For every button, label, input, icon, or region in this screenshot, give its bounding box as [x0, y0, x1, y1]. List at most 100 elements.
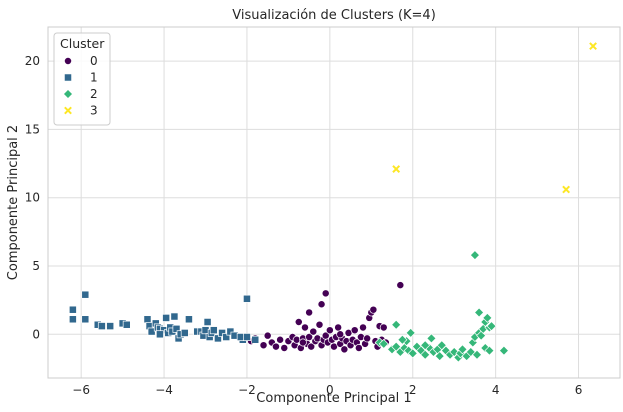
point-cluster-1 [162, 313, 171, 322]
point-cluster-1 [106, 322, 115, 331]
point-cluster-0 [317, 300, 326, 309]
legend-marker-0 [64, 57, 72, 65]
chart-title: Visualización de Clusters (K=4) [232, 8, 436, 23]
x-tick-label: 6 [575, 383, 583, 397]
y-tick-label: 20 [25, 54, 40, 68]
legend-items: 0 1 2 3 [63, 54, 98, 118]
point-cluster-0 [354, 344, 363, 352]
point-cluster-0 [301, 323, 309, 332]
point-cluster-3 [392, 165, 401, 173]
point-cluster-1 [122, 320, 131, 329]
legend-box [53, 32, 111, 126]
legend-marker-1 [64, 73, 72, 82]
point-cluster-1 [243, 333, 251, 341]
point-cluster-0 [396, 281, 405, 290]
point-cluster-0 [359, 323, 367, 332]
point-cluster-2 [472, 349, 482, 360]
x-tick-label: 4 [492, 383, 500, 397]
point-cluster-0 [369, 305, 378, 314]
point-cluster-1 [147, 327, 156, 336]
point-cluster-2 [426, 333, 437, 344]
point-cluster-2 [391, 319, 402, 330]
legend-label: 1 [90, 71, 98, 85]
point-cluster-1 [251, 335, 260, 344]
point-cluster-2 [420, 349, 431, 360]
point-cluster-0 [309, 327, 318, 336]
point-cluster-0 [305, 308, 314, 317]
points [68, 42, 597, 363]
point-cluster-1 [226, 327, 235, 336]
point-cluster-0 [263, 331, 272, 340]
point-cluster-1 [213, 334, 222, 343]
legend-item-1: 1 [64, 71, 98, 85]
point-cluster-2 [420, 340, 431, 351]
y-tick-label: 10 [25, 191, 40, 205]
grid [48, 27, 620, 378]
point-cluster-3 [589, 42, 597, 51]
point-cluster-0 [307, 342, 316, 351]
legend-item-0: 0 [64, 54, 98, 68]
point-cluster-1 [97, 322, 106, 331]
legend-item-3: 3 [64, 104, 98, 118]
point-cluster-1 [180, 328, 189, 337]
point-cluster-0 [298, 338, 307, 347]
point-cluster-1 [81, 315, 90, 324]
point-cluster-1 [81, 290, 90, 299]
point-cluster-2 [457, 344, 468, 355]
legend-title: Cluster [60, 36, 105, 51]
point-cluster-0 [379, 323, 388, 332]
y-tick-label: 5 [32, 259, 40, 273]
point-cluster-2 [482, 312, 493, 323]
legend-label: 0 [90, 54, 98, 68]
point-cluster-0 [294, 318, 303, 326]
point-cluster-1 [172, 324, 181, 333]
point-cluster-1 [218, 328, 227, 337]
series-2 [374, 250, 509, 363]
y-tick-label: 0 [32, 327, 40, 341]
point-cluster-2 [469, 250, 480, 261]
x-tick-label: −2 [238, 383, 256, 397]
point-cluster-0 [280, 344, 289, 352]
x-tick-label: −4 [155, 383, 173, 397]
point-cluster-2 [397, 334, 408, 345]
point-cluster-0 [272, 342, 280, 351]
point-cluster-1 [170, 312, 179, 321]
point-cluster-1 [143, 315, 152, 324]
point-cluster-2 [407, 348, 418, 359]
point-cluster-2 [434, 351, 445, 362]
series-1 [68, 290, 260, 344]
point-cluster-0 [336, 330, 345, 339]
point-cluster-2 [474, 307, 485, 318]
x-tick-label: −6 [72, 383, 90, 397]
x-axis-label: Componente Principal 1 [256, 391, 411, 406]
y-axis-label: Componente Principal 2 [6, 125, 21, 280]
legend-marker-3 [64, 106, 72, 115]
point-cluster-2 [436, 340, 447, 351]
point-cluster-1 [209, 326, 218, 335]
point-cluster-1 [203, 318, 212, 326]
y-tick-label: 15 [25, 122, 40, 136]
point-cluster-1 [155, 330, 164, 339]
legend-label: 2 [90, 87, 98, 101]
series-3 [392, 42, 597, 194]
legend: Cluster 0 1 2 3 [53, 32, 111, 126]
point-cluster-0 [340, 345, 349, 354]
x-tick-label: 2 [409, 383, 417, 397]
point-cluster-1 [243, 294, 251, 303]
point-cluster-1 [222, 333, 231, 341]
plot-frame [47, 26, 621, 379]
point-cluster-0 [315, 320, 324, 329]
point-cluster-1 [68, 315, 77, 324]
point-cluster-0 [334, 323, 343, 332]
legend-item-2: 2 [63, 87, 98, 101]
legend-marker-2 [63, 89, 73, 99]
point-cluster-2 [391, 341, 402, 352]
point-cluster-0 [276, 335, 285, 344]
point-cluster-0 [363, 334, 372, 343]
point-cluster-2 [498, 345, 509, 356]
point-cluster-2 [486, 321, 497, 332]
point-cluster-0 [305, 333, 314, 341]
point-cluster-0 [325, 326, 334, 335]
